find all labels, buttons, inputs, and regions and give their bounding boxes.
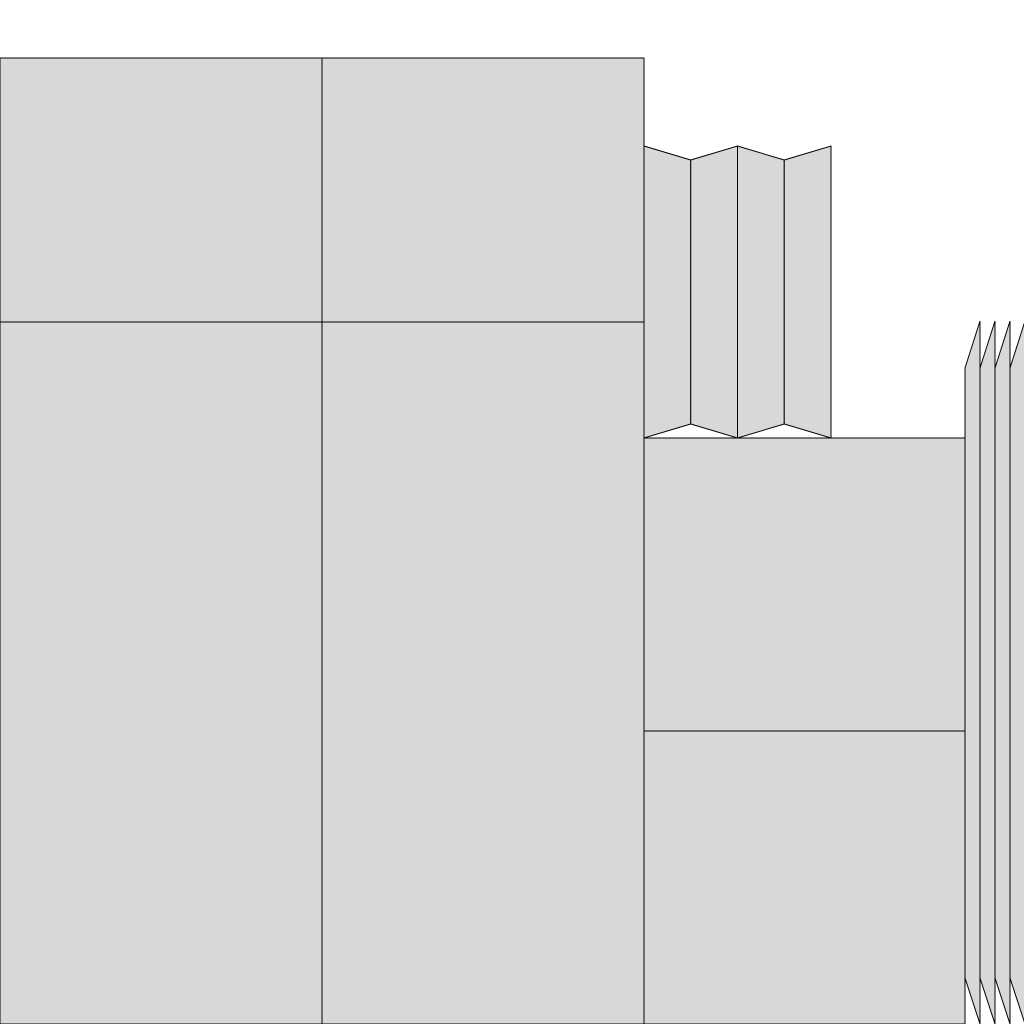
accordion-panel-1 [643,145,692,439]
panel-top-left [0,57,323,323]
accordion-fold-right [964,320,1024,1024]
accordion-panel-4 [783,145,832,439]
side-strip-4 [1009,322,1024,1023]
accordion-panel-2 [690,145,738,439]
panel-bottom-middle [321,321,645,1024]
panel-top-middle [321,57,645,323]
side-strip-2 [979,320,996,1024]
panel-bottom-left [0,321,323,1024]
side-strip-1 [964,320,981,1024]
side-strip-3 [994,320,1011,1024]
left-block [0,57,645,1024]
right-block [643,437,966,1024]
panel-right-lower [643,730,966,1024]
accordion-fold-top [643,145,832,439]
accordion-panel-3 [737,145,785,439]
panel-right-upper [643,437,966,732]
